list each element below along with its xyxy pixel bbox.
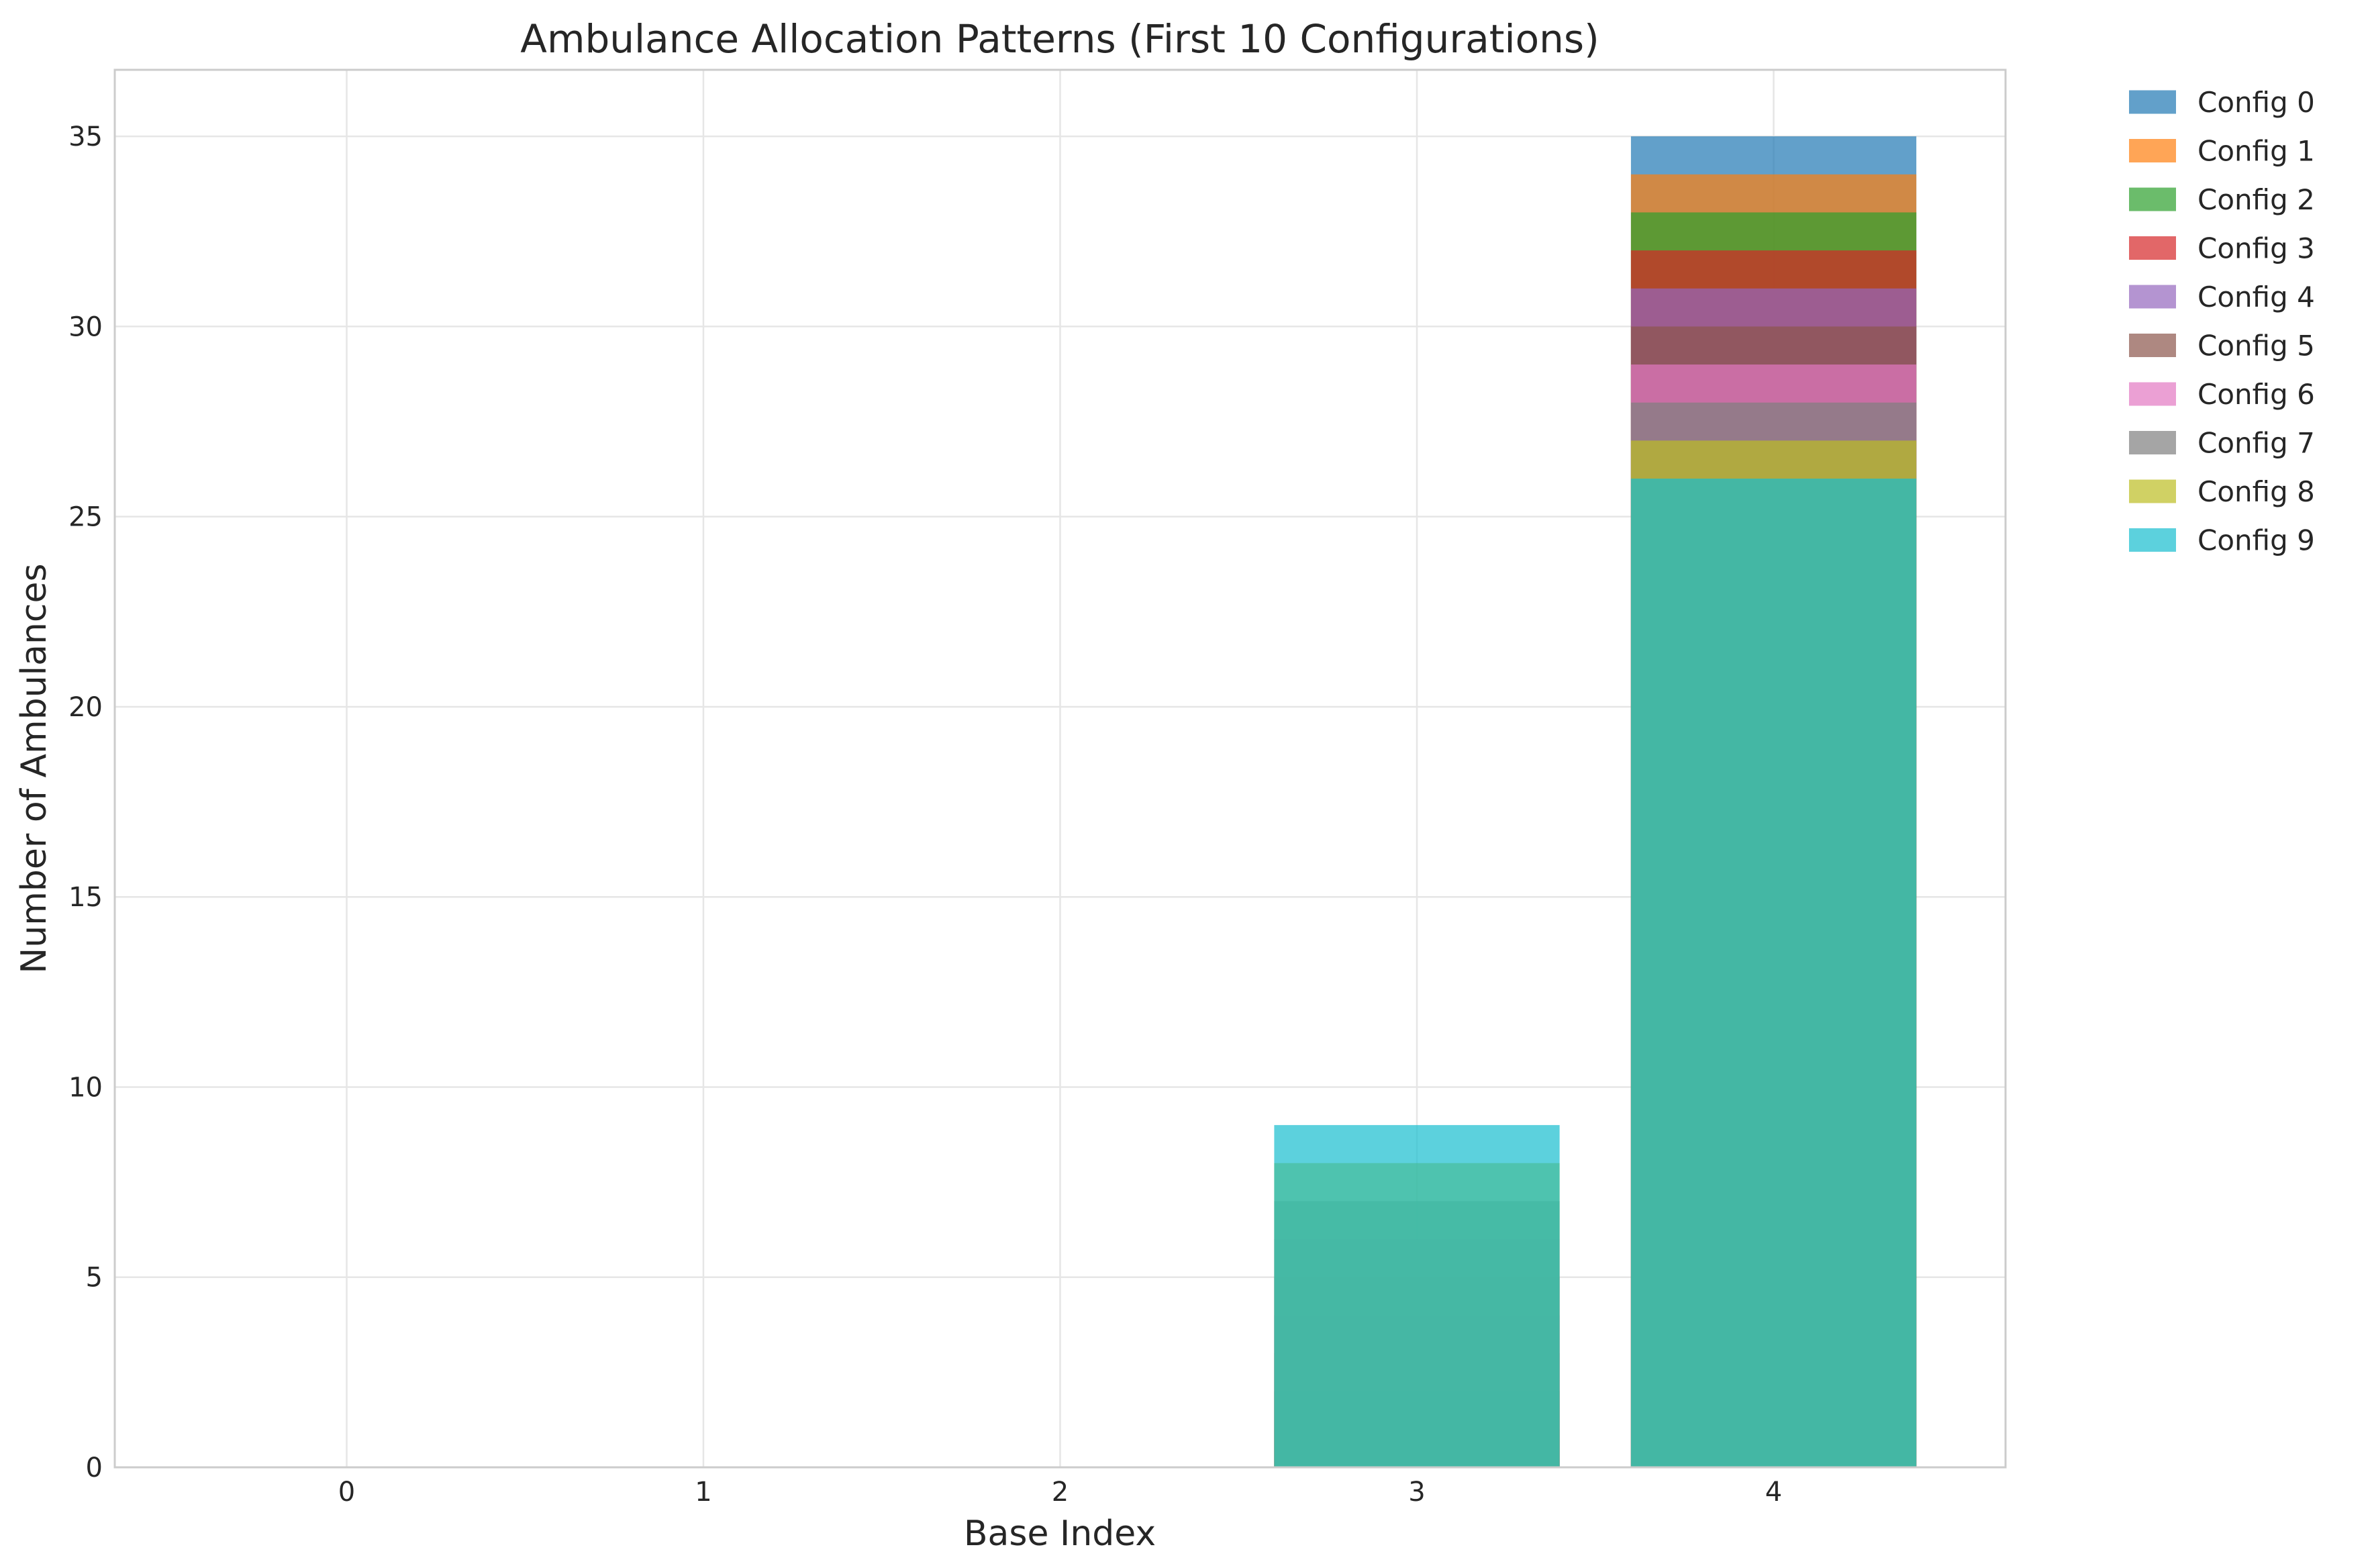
legend-swatch [2129,90,2176,114]
legend-swatch [2129,334,2176,357]
legend-label: Config 7 [2197,427,2315,460]
legend-label: Config 8 [2197,475,2315,508]
legend-label: Config 1 [2197,135,2315,168]
legend-label: Config 6 [2197,378,2315,411]
x-axis-label: Base Index [964,1514,1156,1554]
legend-label: Config 0 [2197,86,2315,119]
y-tick-label: 25 [68,502,103,533]
x-tick-label: 1 [695,1477,711,1508]
legend-label: Config 9 [2197,524,2315,557]
legend-label: Config 2 [2197,183,2315,216]
legend-swatch [2129,285,2176,309]
legend-swatch [2129,479,2176,503]
y-tick-label: 5 [86,1263,103,1293]
bar-config-9-base-3 [1274,1125,1560,1467]
legend-label: Config 5 [2197,330,2315,362]
x-tick-label: 4 [1765,1477,1782,1508]
legend-label: Config 4 [2197,281,2315,313]
legend-swatch [2129,139,2176,162]
x-tick-label: 0 [338,1477,355,1508]
legend-label: Config 3 [2197,232,2315,265]
y-axis-label: Number of Ambulances [14,563,54,973]
legend-swatch [2129,236,2176,260]
bar-config-9-base-4 [1630,479,1917,1467]
x-tick-label: 2 [1052,1477,1069,1508]
x-tick-label: 3 [1408,1477,1425,1508]
y-tick-label: 20 [68,692,103,723]
legend-swatch [2129,187,2176,211]
legend: Config 0 Config 1 Config 2 Config 3 Config 4… [2129,86,2315,557]
legend-swatch [2129,382,2176,406]
y-tick-label: 15 [68,882,103,913]
y-tick-label: 10 [68,1072,103,1103]
tick-labels: 0 1 2 3 4 0 5 10 15 20 25 30 35 [68,121,1782,1508]
y-tick-label: 0 [86,1453,103,1483]
bars [1274,136,1917,1468]
legend-swatch [2129,431,2176,454]
legend-swatch [2129,528,2176,552]
plot-frame [113,68,2007,1469]
y-tick-label: 30 [68,311,103,342]
y-tick-label: 35 [68,121,103,152]
chart-title: Ambulance Allocation Patterns (First 10 … [520,16,1599,62]
